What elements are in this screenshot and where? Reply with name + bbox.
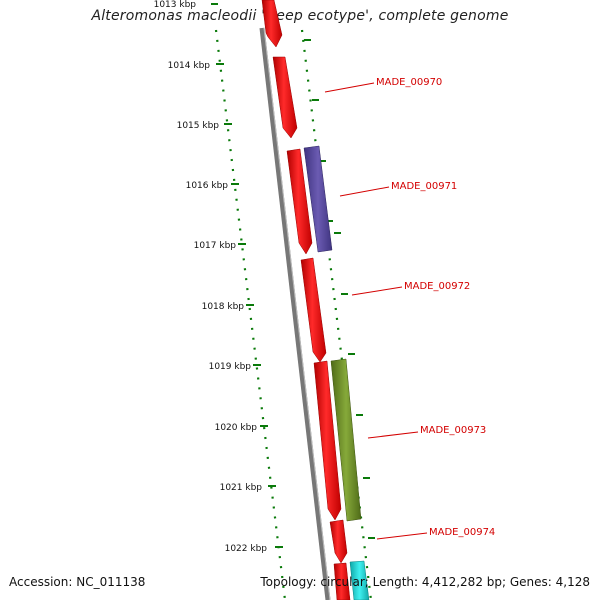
gene-arrow[interactable] (286, 148, 313, 255)
map-title: Alteromonas macleodii 'Deep ecotype', co… (91, 8, 509, 24)
tick-label: 1019 kbp (208, 362, 251, 372)
tick-label: 1014 kbp (167, 61, 210, 71)
leader-line (324, 82, 375, 93)
gene-arrow[interactable] (261, 0, 283, 48)
tick-label: 1017 kbp (193, 241, 236, 251)
accession-text: Accession: NC_011138 (9, 575, 146, 589)
tick-label: 1022 kbp (224, 544, 267, 554)
leader-line (376, 532, 428, 540)
gene-features (261, 0, 370, 600)
genome-backbone (259, 27, 331, 600)
gene-arrow[interactable] (333, 562, 351, 600)
gene-arrow[interactable] (300, 257, 327, 363)
gene-arrow[interactable] (329, 519, 348, 564)
tick-label: 1016 kbp (185, 181, 228, 191)
tick-label: 1015 kbp (176, 121, 219, 131)
tick-label: 1013 kbp (153, 0, 196, 10)
leader-line (339, 186, 390, 197)
leader-line (351, 286, 403, 296)
tick-label: 1018 kbp (201, 302, 244, 312)
leader-line (367, 431, 419, 439)
ruler-right-ticks (304, 39, 375, 539)
tick-label: 1020 kbp (214, 423, 257, 433)
gene-arrow[interactable] (313, 360, 342, 521)
genome-summary-text: Topology: circular; Length: 4,412,282 bp… (260, 575, 590, 589)
gene-label-made-00971[interactable]: MADE_00971 (391, 181, 458, 192)
tick-label: 1021 kbp (219, 483, 262, 493)
ruler-left-dots (214, 29, 287, 600)
ruler-ticks (211, 3, 283, 548)
label-leaders (324, 82, 428, 540)
gene-arrow[interactable] (272, 56, 298, 139)
feature-olive[interactable] (330, 358, 362, 522)
gene-label-made-00972[interactable]: MADE_00972 (404, 281, 471, 292)
feature-cyan[interactable] (349, 560, 370, 600)
gene-label-made-00970[interactable]: MADE_00970 (376, 77, 443, 88)
gene-label-made-00973[interactable]: MADE_00973 (420, 425, 487, 436)
genome-backbone-highlight (263, 27, 331, 600)
feature-purple[interactable] (303, 145, 333, 253)
gene-label-made-00974[interactable]: MADE_00974 (429, 527, 496, 538)
